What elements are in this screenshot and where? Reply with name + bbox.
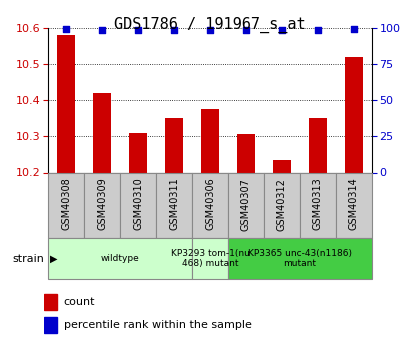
Text: percentile rank within the sample: percentile rank within the sample	[63, 320, 252, 330]
Text: GSM40312: GSM40312	[277, 178, 287, 230]
Text: GDS1786 / 191967_s_at: GDS1786 / 191967_s_at	[114, 17, 306, 33]
Bar	[48, 238, 192, 279]
Bar	[237, 135, 255, 345]
Bar	[57, 35, 75, 345]
Bar	[156, 172, 192, 238]
Text: count: count	[63, 297, 95, 307]
Bar	[300, 172, 336, 238]
Bar	[84, 172, 120, 238]
Text: strain: strain	[12, 254, 44, 264]
Point	[63, 26, 70, 32]
Bar	[48, 172, 84, 238]
Bar	[345, 57, 363, 345]
Text: ▶: ▶	[50, 254, 58, 264]
Bar	[44, 294, 57, 310]
Point	[278, 28, 285, 33]
Text: GSM40311: GSM40311	[169, 178, 179, 230]
Text: GSM40309: GSM40309	[97, 178, 107, 230]
Bar	[93, 93, 111, 345]
Bar	[273, 160, 291, 345]
Point	[135, 28, 142, 33]
Text: KP3293 tom-1(nu
468) mutant: KP3293 tom-1(nu 468) mutant	[171, 249, 249, 268]
Bar	[44, 317, 57, 333]
Bar	[309, 118, 327, 345]
Bar	[192, 238, 228, 279]
Bar	[336, 172, 372, 238]
Point	[350, 26, 357, 32]
Bar	[192, 172, 228, 238]
Bar	[129, 132, 147, 345]
Point	[99, 28, 105, 33]
Text: GSM40310: GSM40310	[133, 178, 143, 230]
Point	[171, 28, 177, 33]
Text: GSM40306: GSM40306	[205, 178, 215, 230]
Bar	[165, 118, 183, 345]
Text: GSM40314: GSM40314	[349, 178, 359, 230]
Text: GSM40307: GSM40307	[241, 178, 251, 230]
Bar	[228, 172, 264, 238]
Bar	[264, 172, 300, 238]
Bar	[201, 109, 219, 345]
Text: wildtype: wildtype	[101, 254, 139, 263]
Point	[207, 28, 213, 33]
Text: GSM40308: GSM40308	[61, 178, 71, 230]
Point	[315, 28, 321, 33]
Point	[243, 28, 249, 33]
Bar	[228, 238, 372, 279]
Bar	[120, 172, 156, 238]
Text: KP3365 unc-43(n1186)
mutant: KP3365 unc-43(n1186) mutant	[248, 249, 352, 268]
Text: GSM40313: GSM40313	[313, 178, 323, 230]
